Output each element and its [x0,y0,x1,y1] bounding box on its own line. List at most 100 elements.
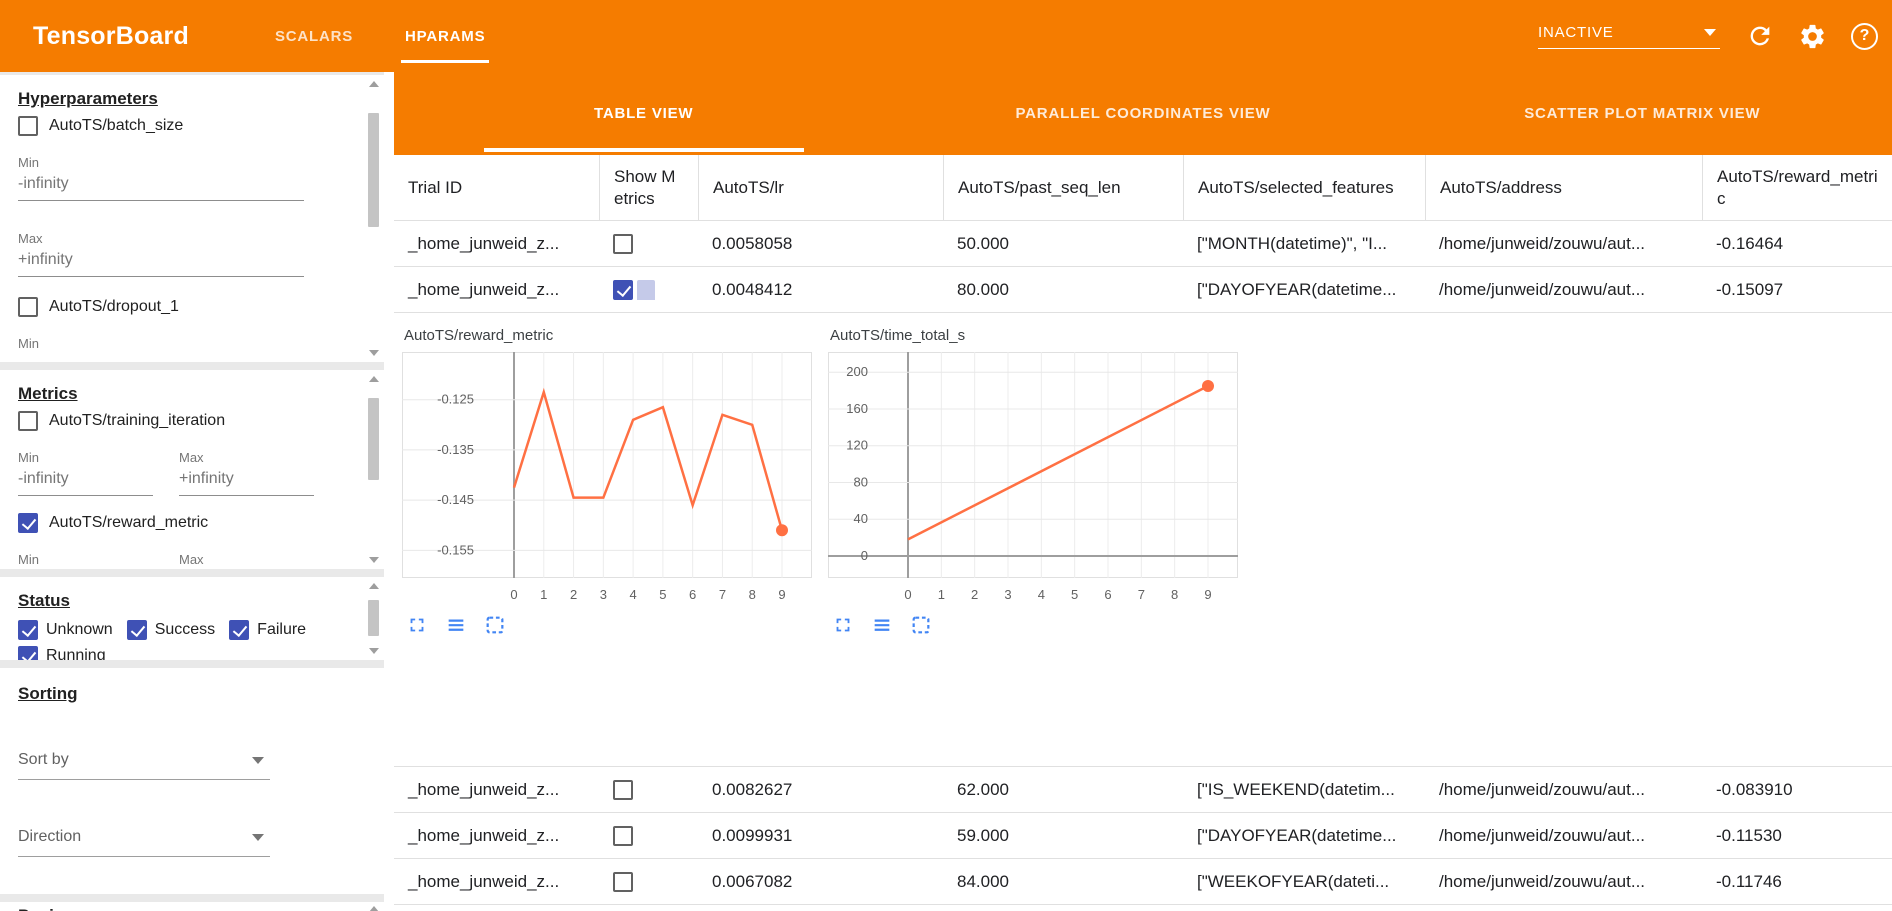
table-row[interactable]: _home_junweid_z... 0.0082627 62.000 ["IS… [394,767,1892,813]
show-metrics-checkbox[interactable] [613,825,633,846]
metric-training-iteration-checkbox[interactable] [18,411,38,431]
reward-metric-line-chart[interactable]: 0 1 2 3 4 5 6 7 8 9 -0.125 -0.135 -0.145 -0.155 [402,352,812,604]
direction-value: Direction [18,828,82,845]
cell-reward-metric: -0.083910 [1716,779,1793,799]
cell-trial-id: _home_junweid_z... [408,825,560,845]
table-row[interactable]: _home_junweid_z... 0.0067082 84.000 ["WE… [394,859,1892,905]
select-region-icon[interactable] [484,614,506,636]
cell-past-seq-len: 62.000 [957,779,1009,799]
show-metrics-checkbox[interactable] [613,279,655,300]
cell-selected-features: ["DAYOFYEAR(datetime... [1197,279,1397,299]
session-metrics-panel: AutoTS/reward_metric 0 1 2 3 4 5 6 7 8 9 -0.125 -0.… [394,313,1892,767]
scroll-up-icon[interactable] [369,906,379,911]
training-iteration-min-input[interactable] [18,465,153,496]
training-iteration-max-input[interactable] [179,465,314,496]
tab-table-view[interactable]: TABLE VIEW [394,72,893,155]
batch-size-max-input[interactable] [18,246,304,277]
col-show-metrics[interactable]: Show Metrics [599,155,698,220]
svg-text:2: 2 [570,587,577,602]
scrollbar[interactable] [367,581,381,656]
cell-address: /home/junweid/zouwu/aut... [1439,871,1646,891]
svg-text:4: 4 [629,587,636,602]
log-lines-icon[interactable] [445,614,467,636]
scrollbar-thumb[interactable] [368,113,379,227]
hparam-dropout-label: AutoTS/dropout_1 [49,298,179,315]
hparam-batch-size-label: AutoTS/batch_size [49,117,184,134]
time-total-chart-block: AutoTS/time_total_s 0 1 2 3 4 5 6 7 8 9 0 40 80 120 16… [828,327,1238,766]
cell-show-metrics [599,779,698,800]
scrollbar[interactable] [367,79,381,358]
reload-status-select[interactable]: INACTIVE [1538,24,1720,49]
chart-title: AutoTS/reward_metric [404,327,554,344]
scroll-up-icon[interactable] [369,583,379,589]
svg-text:0: 0 [904,587,911,602]
status-unknown-checkbox[interactable] [18,620,38,640]
show-metrics-checkbox[interactable] [613,233,633,254]
scroll-down-icon[interactable] [369,648,379,654]
hparam-dropout-checkbox[interactable] [18,297,38,317]
cell-address: /home/junweid/zouwu/aut... [1439,825,1646,845]
fullscreen-icon[interactable] [406,614,428,636]
svg-text:-0.135: -0.135 [437,442,474,457]
tab-scalars[interactable]: SCALARS [249,0,379,72]
sort-by-select[interactable]: Sort by [18,751,270,780]
tab-parallel-coordinates-view[interactable]: PARALLEL COORDINATES VIEW [893,72,1392,155]
log-lines-icon[interactable] [871,614,893,636]
table-row[interactable]: _home_junweid_z... 0.0099931 59.000 ["DA… [394,813,1892,859]
max-label: Max [18,231,43,246]
hparam-dropout-row: AutoTS/dropout_1 [18,295,354,319]
max-label: Max [179,450,204,465]
col-selected-features[interactable]: AutoTS/selected_features [1183,155,1425,220]
scrollbar-thumb[interactable] [368,600,379,636]
table-row[interactable]: _home_junweid_z... 0.0058058 50.000 ["MO… [394,221,1892,267]
status-running-checkbox[interactable] [18,646,38,660]
cell-reward-metric: -0.16464 [1716,233,1784,253]
svg-text:-0.125: -0.125 [437,392,474,407]
hyperparameters-card: Hyperparameters AutoTS/batch_size Min Ma… [0,75,384,362]
fullscreen-icon[interactable] [832,614,854,636]
cell-trial-id: _home_junweid_z... [408,871,560,891]
cell-address: /home/junweid/zouwu/aut... [1439,779,1646,799]
col-past-seq-len[interactable]: AutoTS/past_seq_len [943,155,1183,220]
scrollbar[interactable] [367,906,381,911]
status-failure-label: Failure [257,621,307,638]
col-address[interactable]: AutoTS/address [1425,155,1702,220]
status-success-checkbox[interactable] [126,620,147,640]
svg-text:-0.155: -0.155 [437,542,474,557]
cell-selected-features: ["IS_WEEKEND(datetim... [1197,779,1395,799]
select-region-icon[interactable] [910,614,932,636]
tab-hparams[interactable]: HPARAMS [379,0,511,72]
time-total-line-chart[interactable]: 0 1 2 3 4 5 6 7 8 9 0 40 80 120 160 200 [828,352,1238,604]
scroll-down-icon[interactable] [369,350,379,356]
app-title: TensorBoard [33,21,189,50]
scrollbar[interactable] [367,374,381,565]
help-icon[interactable]: ? [1851,22,1878,50]
show-metrics-checkbox[interactable] [613,779,633,800]
tab-scatter-plot-matrix-view[interactable]: SCATTER PLOT MATRIX VIEW [1393,72,1892,155]
cell-selected-features: ["DAYOFYEAR(datetime... [1197,825,1397,845]
status-success: Success [126,620,215,640]
col-reward-metric[interactable]: AutoTS/reward_metric [1702,155,1892,220]
min-label: Min [18,450,39,465]
scroll-down-icon[interactable] [369,557,379,563]
cell-selected-features: ["WEEKOFYEAR(dateti... [1197,871,1390,891]
direction-select[interactable]: Direction [18,828,270,857]
settings-gear-icon[interactable] [1798,22,1827,51]
show-metrics-checkbox[interactable] [613,871,633,892]
batch-size-min-input[interactable] [18,170,304,201]
metric-reward-checkbox[interactable] [18,513,38,533]
cell-show-metrics [599,279,698,300]
max-label: Max [179,552,204,567]
scrollbar-thumb[interactable] [368,398,379,480]
svg-text:8: 8 [749,587,756,602]
status-unknown: Unknown [18,620,113,640]
refresh-icon[interactable] [1746,22,1774,50]
scroll-up-icon[interactable] [369,81,379,87]
status-failure: Failure [229,620,306,640]
col-trial-id[interactable]: Trial ID [408,177,463,197]
scroll-up-icon[interactable] [369,376,379,382]
col-lr[interactable]: AutoTS/lr [698,155,943,220]
status-failure-checkbox[interactable] [229,620,250,640]
hparam-batch-size-checkbox[interactable] [18,116,38,136]
table-row[interactable]: _home_junweid_z... 0.0048412 80.000 ["DA… [394,267,1892,313]
